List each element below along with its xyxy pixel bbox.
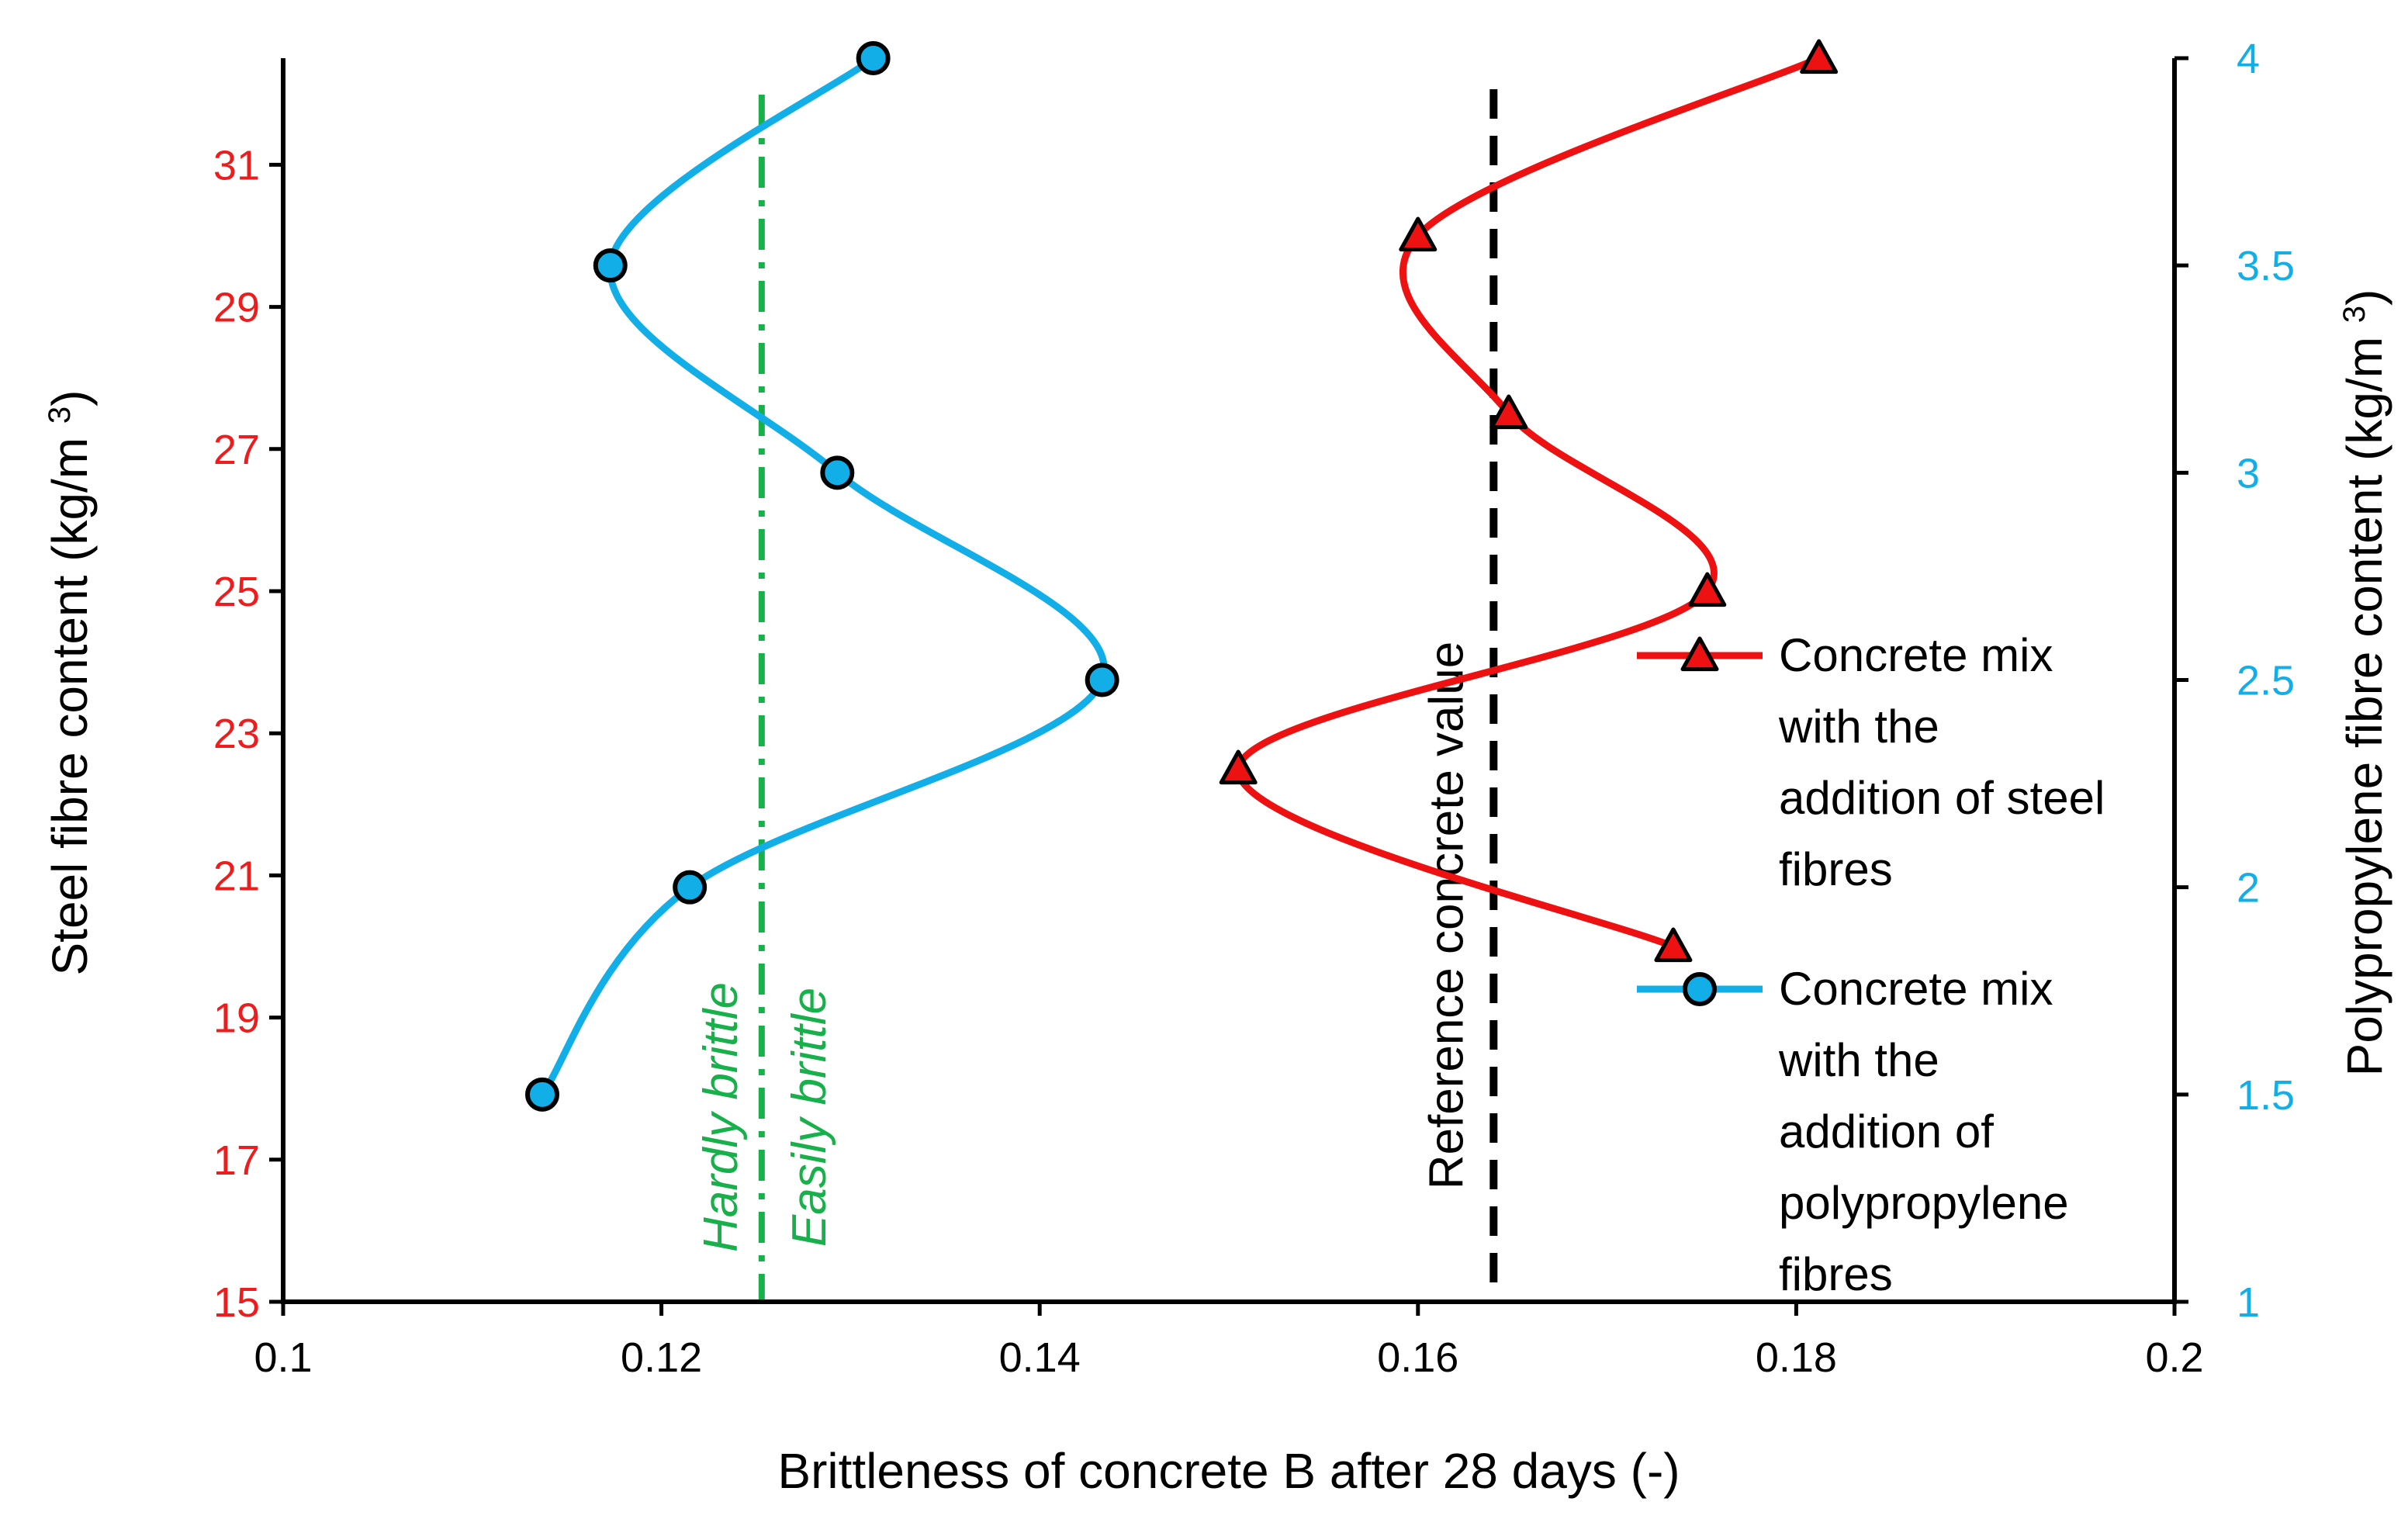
series-layer bbox=[525, 39, 1839, 1112]
legend-text-line: with the bbox=[1778, 1034, 1939, 1086]
axis-labels: Brittleness of concrete B after 28 days … bbox=[42, 289, 2392, 1499]
legend-circle-marker bbox=[1683, 972, 1717, 1006]
steel-data-point bbox=[1688, 572, 1727, 607]
easily-brittle-label: Easily brittle bbox=[783, 988, 836, 1247]
left-axis-title-text: Steel fibre content (kg/m bbox=[42, 438, 98, 976]
left-tick-label: 29 bbox=[213, 285, 260, 331]
hardly-brittle-label: Hardly brittle bbox=[694, 982, 748, 1252]
right-axis-title: Polypropylene fibre content (kg/m 3) bbox=[2337, 289, 2392, 1077]
left-tick-label: 21 bbox=[213, 853, 260, 899]
legend-text-line: addition of steel bbox=[1779, 772, 2105, 824]
superscript-3: 3 bbox=[2337, 306, 2372, 323]
left-tick-label: 23 bbox=[213, 711, 260, 757]
x-tick-label: 0.16 bbox=[1377, 1334, 1458, 1381]
left-tick-label: 17 bbox=[213, 1137, 260, 1184]
polypropylene-data-point bbox=[820, 455, 855, 490]
x-tick-label: 0.12 bbox=[621, 1334, 702, 1381]
legend-text-line: with the bbox=[1778, 701, 1939, 753]
reference-concrete-label: Reference concrete value bbox=[1420, 642, 1473, 1190]
reference-lines: Reference concrete value Hardly brittle Ea… bbox=[694, 89, 1498, 1302]
steel-fibre-series bbox=[1219, 39, 1839, 963]
left-tick-label: 27 bbox=[213, 427, 260, 473]
legend-triangle-marker bbox=[1680, 636, 1719, 672]
superscript-3: 3 bbox=[43, 407, 77, 424]
x-tick-label: 0.2 bbox=[2145, 1334, 2203, 1381]
x-tick-label: 0.18 bbox=[1756, 1334, 1837, 1381]
legend-text-line: addition of bbox=[1779, 1106, 1994, 1157]
polypropylene-data-point bbox=[1085, 663, 1119, 697]
polypropylene-fibre-curve bbox=[538, 54, 1108, 1099]
legend-text-line: Concrete mix bbox=[1779, 963, 2053, 1015]
axis-title-suffix: ) bbox=[2337, 289, 2392, 306]
right-tick-label: 1 bbox=[2237, 1279, 2260, 1326]
steel-data-point bbox=[1219, 749, 1258, 785]
right-tick-label: 3 bbox=[2237, 450, 2260, 497]
x-tick-label: 0.14 bbox=[999, 1334, 1081, 1381]
legend-text-line: fibres bbox=[1779, 843, 1893, 895]
polypropylene-fibre-series bbox=[525, 41, 1119, 1112]
ticks: 0.1 0.12 0.14 0.16 0.18 0.2151719212325272931… bbox=[213, 36, 2295, 1381]
left-tick-label: 25 bbox=[213, 569, 260, 615]
polypropylene-data-point bbox=[673, 870, 708, 905]
axis-title-suffix: ) bbox=[42, 390, 98, 407]
right-axis-title-text: Polypropylene fibre content (kg/m bbox=[2337, 337, 2392, 1076]
legend-entry-polypropylene: Concrete mix with the addition of polypropy… bbox=[1637, 963, 2069, 1300]
left-tick-label: 15 bbox=[213, 1279, 260, 1326]
left-tick-label: 19 bbox=[213, 995, 260, 1042]
right-tick-label: 3.5 bbox=[2237, 243, 2295, 289]
legend: Concrete mix with the addition of steel fib… bbox=[1637, 629, 2105, 1300]
steel-data-point bbox=[1489, 394, 1528, 430]
left-tick-label: 31 bbox=[213, 142, 260, 189]
right-tick-label: 2 bbox=[2237, 865, 2260, 912]
steel-fibre-curve bbox=[1234, 54, 1823, 950]
steel-data-point bbox=[1654, 927, 1693, 963]
right-tick-label: 2.5 bbox=[2237, 658, 2295, 704]
polypropylene-data-point bbox=[593, 248, 628, 283]
polypropylene-data-point bbox=[525, 1077, 560, 1112]
steel-data-point bbox=[1800, 39, 1839, 74]
legend-text-line: Concrete mix bbox=[1779, 629, 2053, 681]
x-axis-title: Brittleness of concrete B after 28 days … bbox=[777, 1443, 1680, 1499]
left-axis-title: Steel fibre content (kg/m 3) bbox=[42, 390, 98, 976]
steel-data-point bbox=[1399, 216, 1438, 252]
legend-text-line: polypropylene bbox=[1779, 1177, 2069, 1229]
right-tick-label: 4 bbox=[2237, 36, 2260, 82]
legend-entry-steel: Concrete mix with the addition of steel fib… bbox=[1637, 629, 2105, 895]
legend-text-line: fibres bbox=[1779, 1248, 1893, 1300]
polypropylene-data-point bbox=[856, 41, 891, 75]
right-tick-label: 1.5 bbox=[2237, 1072, 2295, 1119]
x-tick-label: 0.1 bbox=[254, 1334, 312, 1381]
